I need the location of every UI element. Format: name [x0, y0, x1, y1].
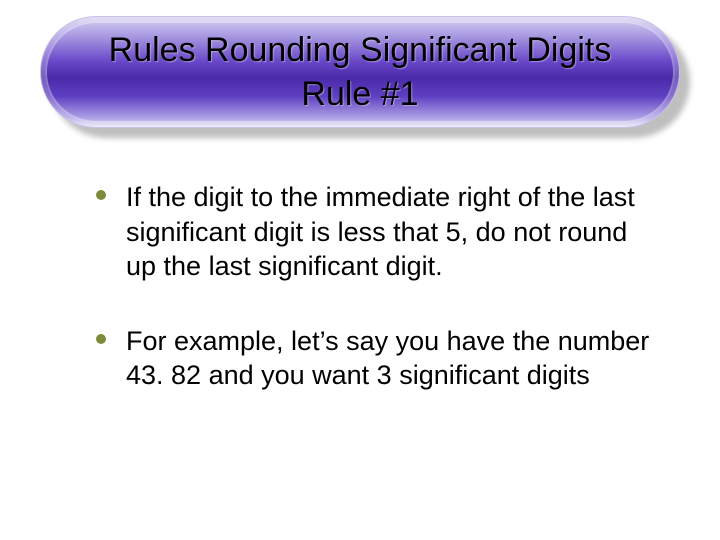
- bullet-item: If the digit to the immediate right of t…: [90, 180, 650, 284]
- bullet-text: For example, let’s say you have the numb…: [126, 326, 649, 391]
- slide-body: If the digit to the immediate right of t…: [90, 180, 650, 433]
- slide-title: Rules Rounding Significant Digits Rule #…: [69, 28, 652, 116]
- title-pill: Rules Rounding Significant Digits Rule #…: [40, 16, 680, 128]
- title-line-2: Rule #1: [301, 75, 418, 113]
- title-line-1: Rules Rounding Significant Digits: [109, 31, 612, 69]
- bullet-text: If the digit to the immediate right of t…: [126, 182, 635, 281]
- slide: Rules Rounding Significant Digits Rule #…: [0, 0, 720, 540]
- bullet-item: For example, let’s say you have the numb…: [90, 324, 650, 393]
- bullet-dot-icon: [96, 190, 106, 200]
- title-container: Rules Rounding Significant Digits Rule #…: [40, 16, 680, 128]
- bullet-dot-icon: [96, 334, 106, 344]
